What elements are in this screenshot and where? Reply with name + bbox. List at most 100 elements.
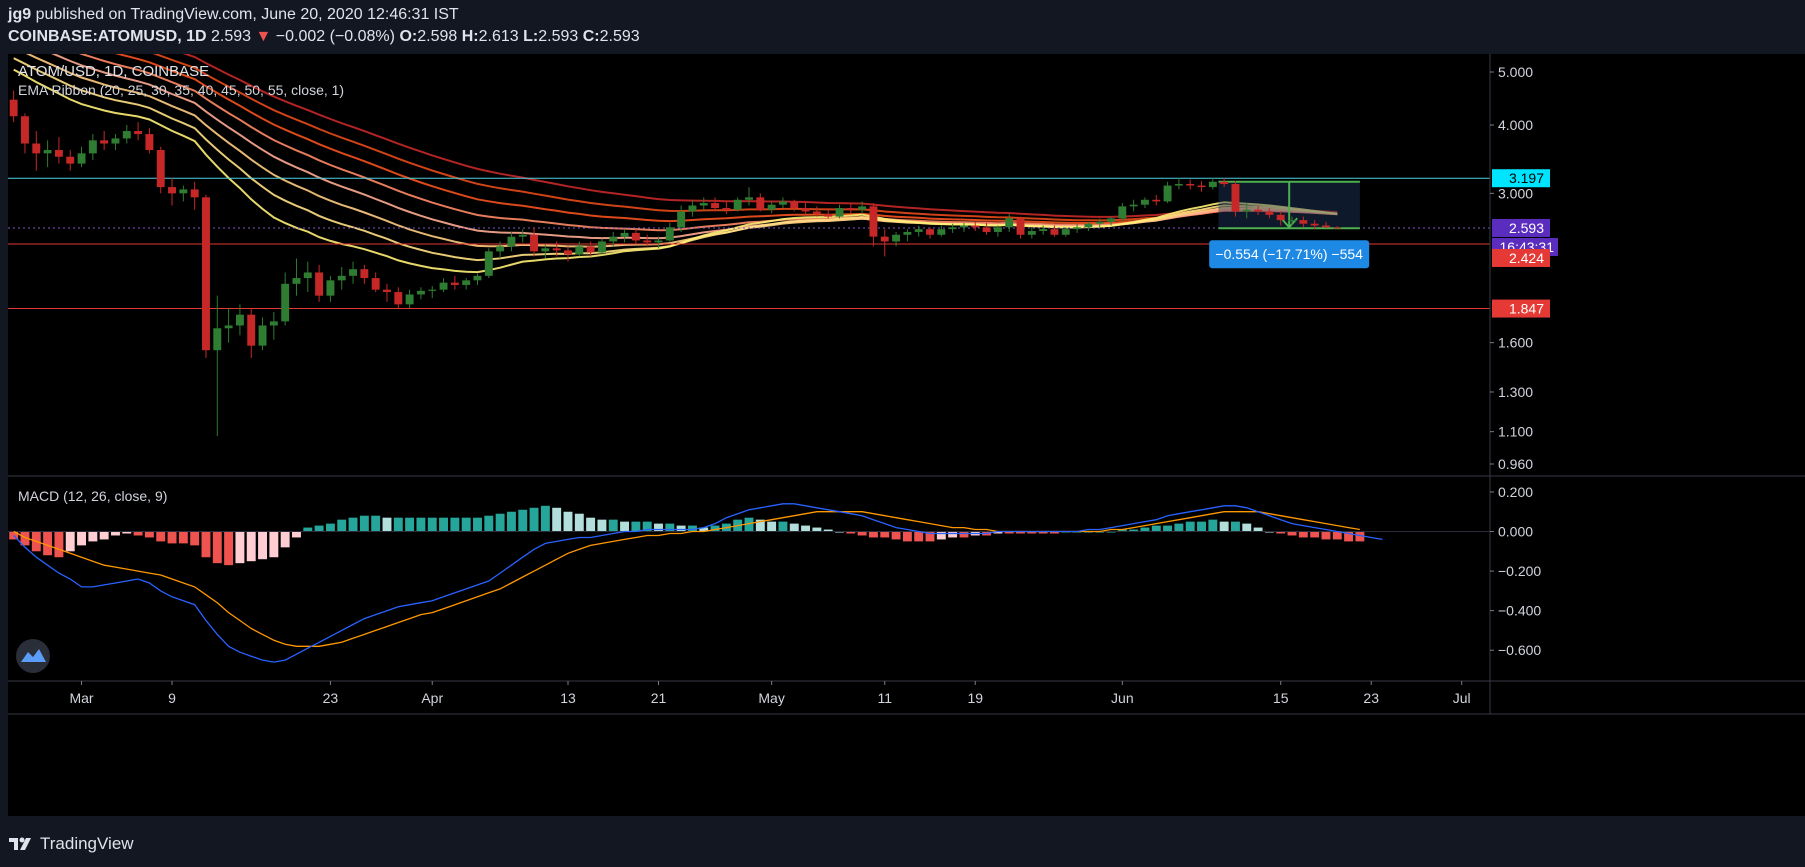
macd-histogram-bar	[948, 531, 958, 538]
macd-histogram-bar	[122, 531, 132, 534]
macd-histogram-bar	[314, 525, 324, 532]
candle-body	[303, 272, 312, 279]
measure-label-box	[1209, 240, 1370, 269]
candle-body	[1333, 227, 1342, 229]
macd-tick-label: 0.000	[1498, 524, 1533, 540]
price-tick-label: 1.100	[1498, 424, 1533, 440]
macd-histogram-bar	[1027, 531, 1037, 534]
down-triangle-icon: ▼	[255, 28, 272, 45]
macd-histogram-bar	[812, 527, 822, 532]
time-tick-label: 21	[651, 690, 667, 706]
time-tick-label: 23	[1363, 690, 1379, 706]
candle-body	[21, 116, 29, 144]
ema-50-line	[152, 54, 1338, 222]
candle-body	[1005, 218, 1014, 228]
candle-body	[360, 269, 369, 279]
candle-body	[1254, 209, 1263, 212]
ema-ribbon-legend[interactable]: EMA Ribbon (20, 25, 30, 35, 40, 45, 50, …	[18, 82, 344, 98]
publisher-name[interactable]: jg9	[8, 6, 32, 23]
macd-histogram-bar	[518, 509, 528, 532]
macd-histogram-bar	[676, 525, 686, 532]
chart-title: ATOM/USD, 1D, COINBASE	[18, 63, 209, 80]
price-tick-label: 3.000	[1498, 185, 1533, 201]
chart-svg[interactable]: −0.554 (−17.71%) −554 5.000 4.000 3.000 1.6…	[8, 54, 1805, 816]
macd-histogram-bar	[337, 519, 347, 532]
macd-histogram-bar	[710, 525, 720, 532]
axes[interactable]: 5.000 4.000 3.000 1.600 1.300 1.100 0.960 0.200…	[69, 64, 1541, 706]
brand-name[interactable]: TradingView	[40, 834, 134, 853]
macd-histogram-bar	[925, 531, 935, 542]
macd-histogram-bar	[767, 521, 777, 532]
time-tick-label: 19	[967, 690, 983, 706]
macd-histogram-bar	[1355, 531, 1365, 542]
candle-body	[1186, 184, 1195, 186]
candle-body	[66, 156, 75, 164]
candle-body	[258, 325, 267, 346]
candle-body	[507, 236, 516, 247]
macd-histogram-bar	[1140, 527, 1150, 532]
macd-lines	[13, 503, 1383, 663]
macd-tick-label: −0.600	[1498, 642, 1541, 658]
time-tick-label: 9	[168, 690, 176, 706]
macd-histogram-bar	[201, 531, 211, 558]
candle-body	[179, 189, 188, 194]
macd-histogram-bar	[1197, 521, 1206, 532]
time-tick-label: 13	[560, 690, 576, 706]
time-tick-label: 15	[1273, 690, 1289, 706]
candle-body	[111, 138, 120, 144]
macd-legend[interactable]: MACD (12, 26, close, 9)	[18, 488, 167, 504]
candle-body	[1095, 221, 1104, 224]
candle-body	[846, 208, 855, 210]
high-value: 2.613	[478, 28, 519, 45]
candle-body	[914, 229, 923, 232]
macd-histogram-bar	[156, 531, 166, 542]
level-1847-tag-bg	[1492, 299, 1550, 318]
macd-histogram-bar	[111, 531, 120, 536]
macd-histogram-bar	[495, 513, 505, 532]
candle-body	[1050, 229, 1059, 235]
macd-histogram-bar	[586, 517, 596, 532]
candle-body	[801, 208, 810, 212]
macd-histogram-bar	[190, 531, 200, 546]
chart-area[interactable]: −0.554 (−17.71%) −554 5.000 4.000 3.000 1.6…	[8, 54, 1805, 816]
publish-info: jg9 published on TradingView.com, June 2…	[8, 6, 459, 24]
macd-histogram-bar	[1117, 529, 1127, 532]
macd-histogram-bar	[506, 511, 516, 532]
candle-body	[315, 272, 324, 296]
candle-body	[122, 131, 131, 139]
candle-body	[1118, 206, 1127, 219]
candle-body	[349, 269, 358, 276]
price-tick-label: 4.000	[1498, 117, 1533, 133]
tradingview-brand-icon	[9, 837, 31, 850]
candle-body	[190, 189, 199, 198]
candle-body	[405, 294, 414, 305]
macd-histogram-bar	[1310, 531, 1320, 538]
ema-55-line	[182, 54, 1338, 218]
macd-histogram-bar	[99, 531, 109, 540]
candle-body	[235, 314, 244, 326]
candle-body	[1242, 209, 1251, 212]
footer: TradingView	[0, 820, 1805, 867]
candle-body	[1152, 199, 1161, 202]
macd-histogram-bar	[1287, 531, 1297, 536]
candle-body	[745, 197, 753, 200]
candle-body	[903, 231, 912, 235]
candle-body	[1174, 184, 1183, 186]
macd-histogram-bar	[371, 515, 381, 532]
macd-histogram-bar	[1332, 531, 1342, 540]
macd-histogram-bar	[167, 531, 177, 544]
candle-body	[620, 232, 629, 237]
macd-histogram-bar	[597, 519, 607, 532]
candle-body	[156, 150, 165, 188]
signal-line	[13, 511, 1361, 647]
candle-body	[586, 246, 595, 253]
measure-label-text: −0.554 (−17.71%) −554	[1215, 246, 1363, 262]
close-value: 2.593	[599, 28, 640, 45]
symbol-name[interactable]: COINBASE:ATOMUSD, 1D	[8, 28, 207, 45]
candle-body	[530, 234, 539, 252]
tradingview-logo-icon[interactable]	[16, 639, 50, 673]
macd-histogram-bar	[65, 531, 75, 552]
ema-45-line	[114, 54, 1338, 224]
macd-histogram-bar	[801, 525, 811, 532]
